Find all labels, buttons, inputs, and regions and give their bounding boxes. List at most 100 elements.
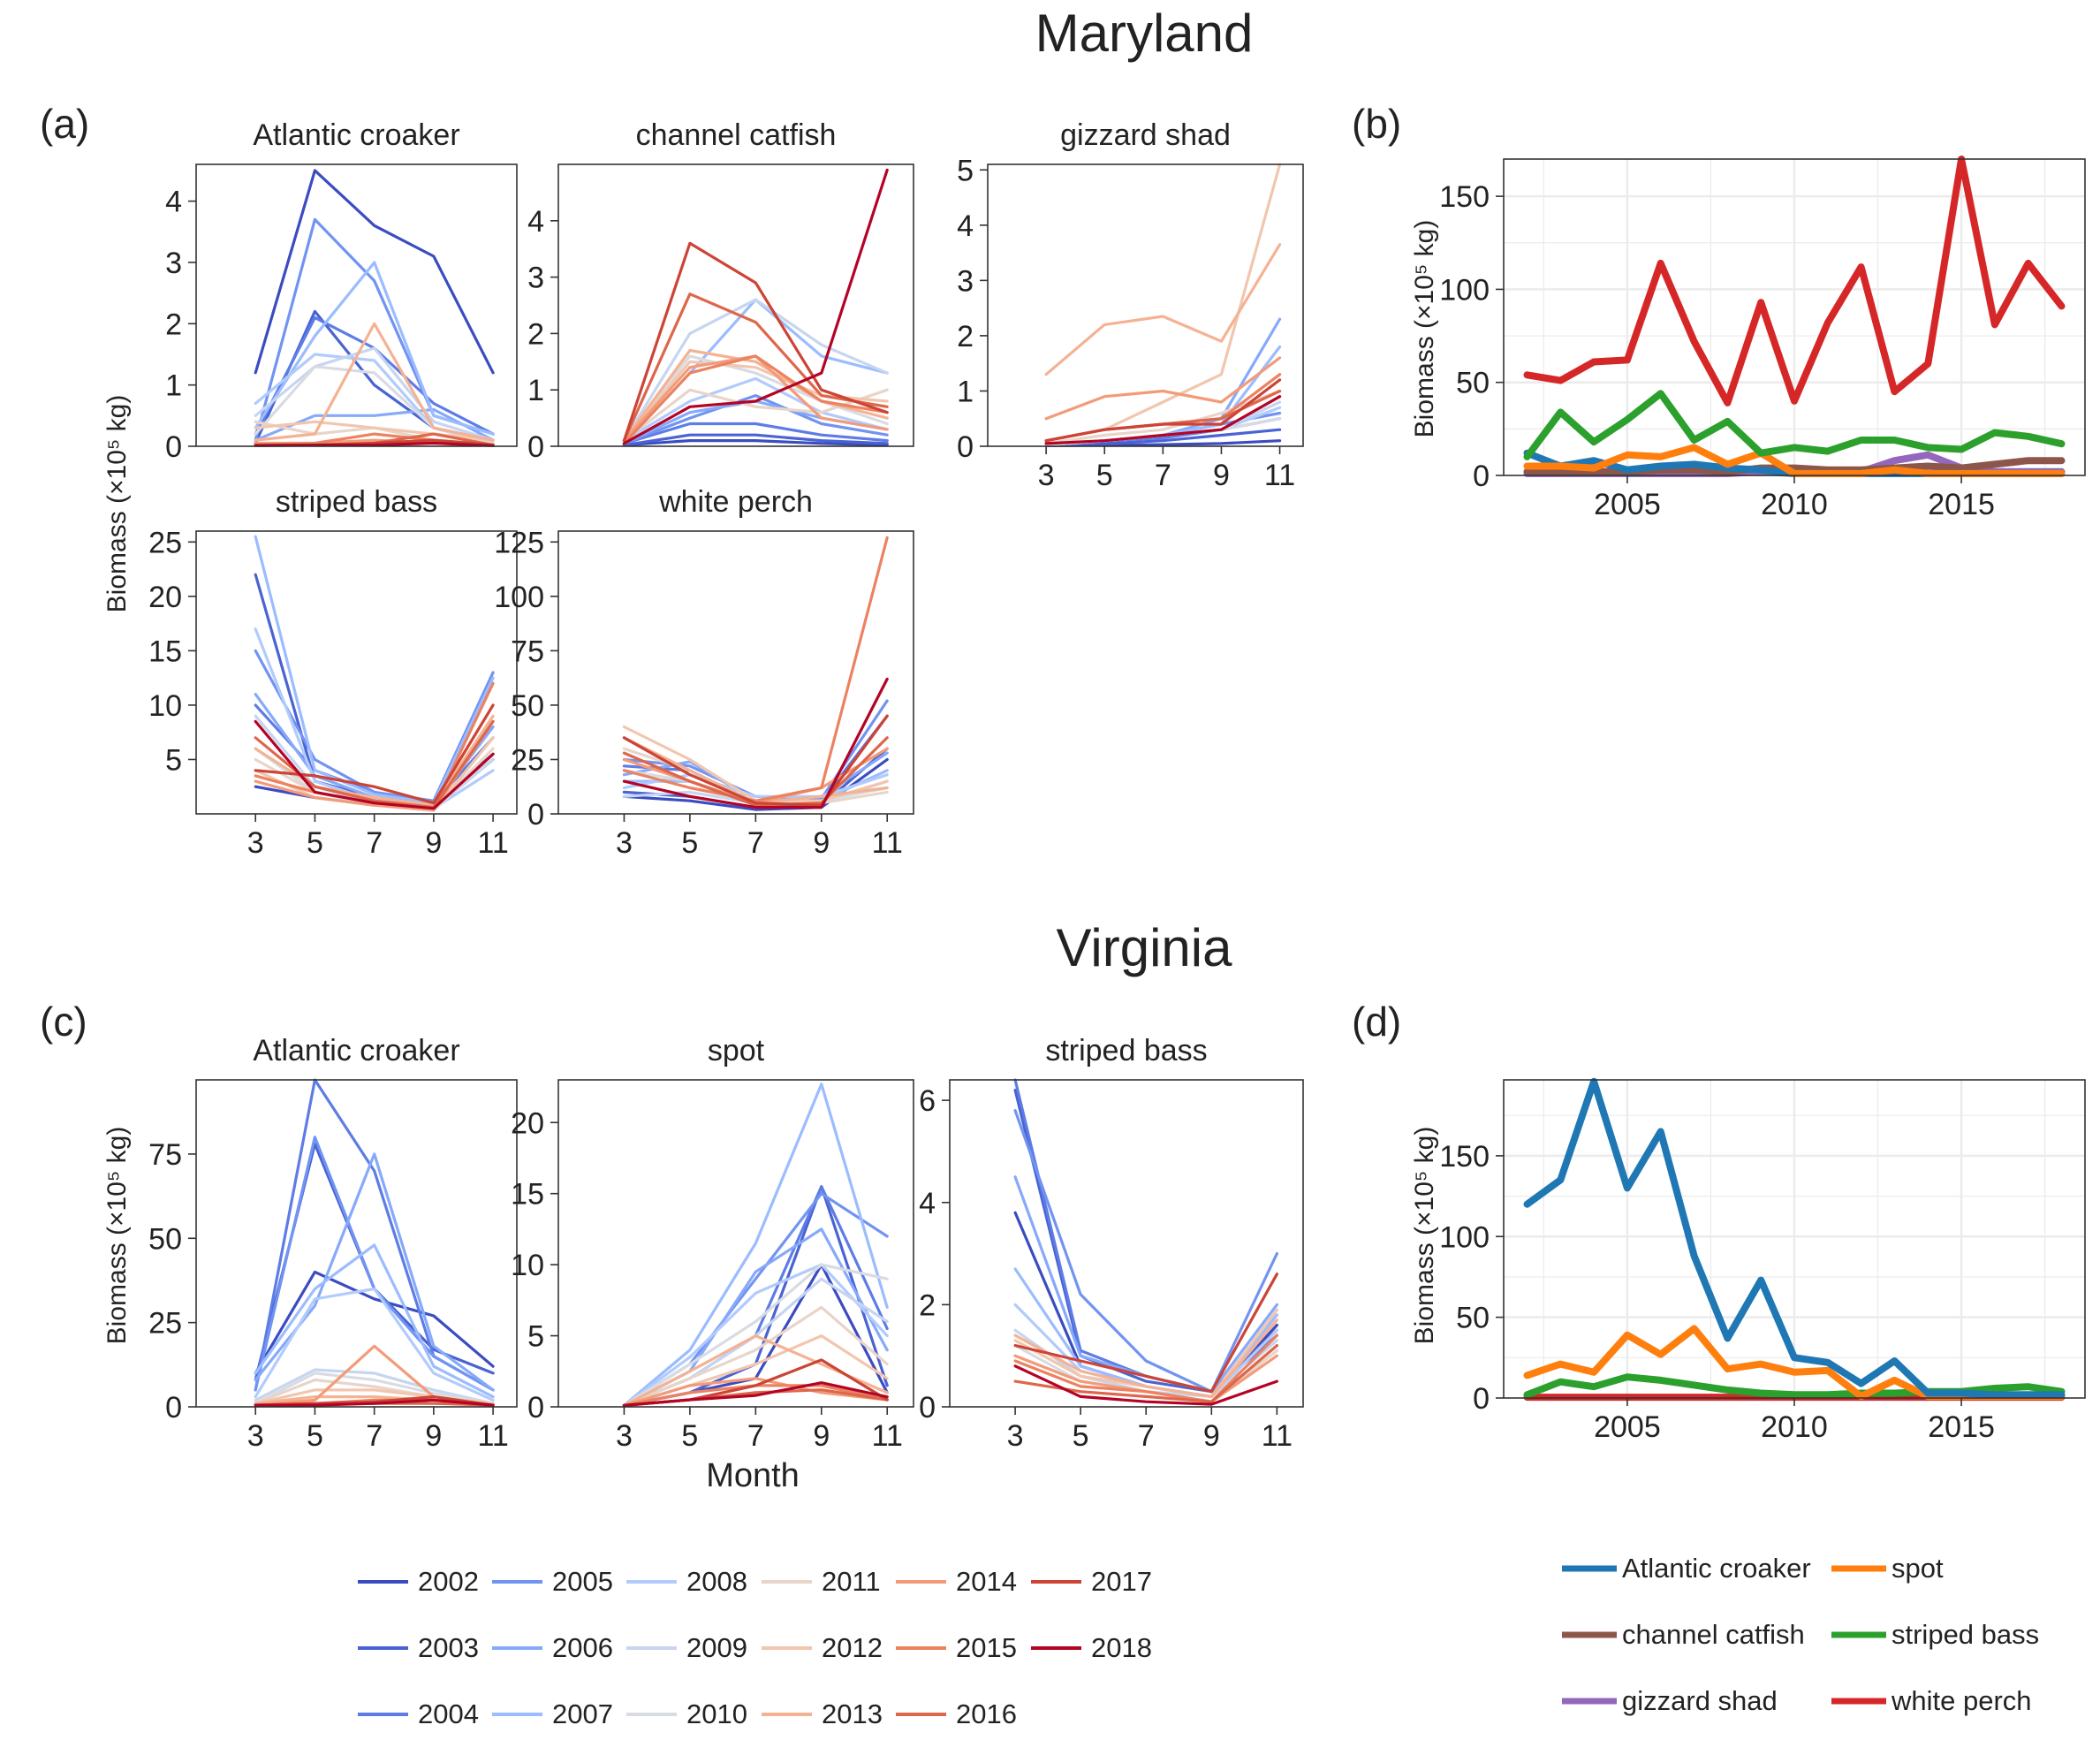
series-line-2007 bbox=[622, 1083, 889, 1408]
legend-item-2017: 2017 bbox=[1031, 1566, 1152, 1597]
facet-title: white perch bbox=[658, 485, 813, 519]
x-tick-label: 2005 bbox=[1594, 488, 1661, 521]
y-tick-label: 0 bbox=[527, 430, 544, 464]
series-line-2015 bbox=[622, 536, 889, 802]
legend-item-2002: 2002 bbox=[358, 1566, 479, 1597]
legend-label: 2008 bbox=[686, 1566, 747, 1597]
series-line-2005 bbox=[254, 649, 495, 802]
x-tick-label: 3 bbox=[247, 826, 264, 860]
panel-md-croaker: Atlantic croaker 0 1 2 3 4 bbox=[165, 118, 518, 464]
panel-va-bass: striped bass 0 2 4 6 3 5 7 9 11 bbox=[919, 1034, 1304, 1453]
series-line-2004 bbox=[622, 422, 889, 445]
panel-border bbox=[949, 1079, 1304, 1408]
legend-item-atlantic-croaker: Atlantic croaker bbox=[1562, 1553, 1811, 1584]
x-tick-label: 11 bbox=[872, 826, 903, 860]
series-line-striped-bass bbox=[1523, 390, 2066, 460]
legend-label: 2017 bbox=[1091, 1566, 1152, 1597]
y-tick-label: 15 bbox=[148, 634, 182, 668]
y-tick-label: 100 bbox=[1439, 1220, 1490, 1254]
legend-label: 2011 bbox=[822, 1566, 881, 1597]
y-tick-label: 0 bbox=[527, 1391, 544, 1425]
series-line-spot bbox=[1523, 444, 2066, 477]
series-line-white-perch bbox=[1523, 156, 2066, 407]
x-tick-label: 11 bbox=[477, 1419, 508, 1453]
legend-item-2005: 2005 bbox=[492, 1566, 613, 1597]
x-tick-label: 11 bbox=[477, 826, 508, 860]
facet-title: striped bass bbox=[1045, 1034, 1207, 1068]
y-tick-label: 50 bbox=[1456, 1302, 1490, 1335]
x-tick-label: 5 bbox=[681, 1419, 698, 1453]
plot-background bbox=[558, 1080, 914, 1407]
series-line-2016 bbox=[622, 736, 889, 807]
x-tick-label: 5 bbox=[1073, 1419, 1089, 1453]
panel-label-b: (b) bbox=[1352, 101, 1401, 147]
facet-title: Atlantic croaker bbox=[253, 118, 459, 152]
y-tick-label: 20 bbox=[148, 581, 182, 614]
y-tick-label: 2 bbox=[165, 308, 182, 341]
x-tick-label: 2015 bbox=[1928, 488, 1995, 521]
y-tick-label: 1 bbox=[957, 375, 974, 408]
series-line-2018 bbox=[254, 441, 495, 447]
series-line-2005 bbox=[1013, 1109, 1279, 1394]
legend-label: 2015 bbox=[956, 1632, 1017, 1663]
x-tick-label: 11 bbox=[1264, 459, 1295, 492]
legend-label: 2003 bbox=[418, 1632, 479, 1663]
y-tick-label: 15 bbox=[511, 1178, 544, 1212]
series-line-2012 bbox=[254, 420, 495, 442]
legend-item-2013: 2013 bbox=[762, 1698, 883, 1729]
y-tick-label: 5 bbox=[527, 1320, 544, 1354]
x-tick-label: 3 bbox=[616, 1419, 633, 1453]
plot-background bbox=[196, 164, 517, 446]
y-tick-label: 6 bbox=[919, 1084, 936, 1118]
y-tick-label: 0 bbox=[957, 430, 974, 464]
legend-item-2015: 2015 bbox=[896, 1632, 1017, 1663]
y-tick-label: 4 bbox=[919, 1187, 936, 1220]
legend-item-2016: 2016 bbox=[896, 1698, 1017, 1729]
legend-item-2004: 2004 bbox=[358, 1698, 479, 1729]
series-line-2013 bbox=[254, 322, 495, 442]
legend-label: 2018 bbox=[1091, 1632, 1152, 1663]
series-line-2018 bbox=[254, 1398, 495, 1407]
series-line-2017 bbox=[622, 714, 889, 807]
y-tick-label: 2 bbox=[527, 317, 544, 351]
series-line-2018 bbox=[1044, 395, 1282, 445]
x-tick-label: 9 bbox=[813, 826, 830, 860]
series-line-2018 bbox=[622, 1381, 889, 1408]
x-tick-label: 9 bbox=[425, 826, 442, 860]
x-tick-label: 7 bbox=[1138, 1419, 1155, 1453]
series-line-2009 bbox=[254, 1368, 495, 1405]
x-tick-label: 9 bbox=[813, 1419, 830, 1453]
y-tick-label: 10 bbox=[511, 1249, 544, 1282]
panel-border bbox=[557, 163, 914, 447]
x-tick-label: 5 bbox=[1096, 459, 1113, 492]
chart-panels: Atlantic croaker 0 1 2 3 4 channel catfish 0 1 2 3… bbox=[148, 118, 2086, 1453]
series-line-2008 bbox=[254, 1287, 495, 1402]
y-tick-label: 0 bbox=[527, 798, 544, 832]
legend-label: 2009 bbox=[686, 1632, 747, 1663]
series-line-2005 bbox=[622, 394, 889, 445]
series-line-2008 bbox=[622, 376, 889, 443]
series-line-atlantic-croaker bbox=[1523, 1077, 2066, 1399]
series-line-2017 bbox=[1013, 1273, 1279, 1394]
series-line-2011 bbox=[622, 1305, 889, 1408]
series-line-2014 bbox=[622, 1377, 889, 1408]
x-tick-label: 7 bbox=[747, 826, 764, 860]
legend-label: 2012 bbox=[822, 1632, 883, 1663]
y-tick-label: 1 bbox=[165, 369, 182, 403]
legend-label: Atlantic croaker bbox=[1622, 1553, 1811, 1584]
legend-label: 2013 bbox=[822, 1698, 883, 1729]
series-line-2018 bbox=[1013, 1364, 1279, 1406]
series-line-2016 bbox=[1013, 1343, 1279, 1403]
series-line-2016 bbox=[622, 293, 889, 443]
x-tick-label: 9 bbox=[1213, 459, 1230, 492]
y-tick-label: 3 bbox=[957, 264, 974, 298]
facet-title: gizzard shad bbox=[1060, 118, 1231, 152]
panel-md-perch: white perch 0 25 50 75 100 125 3 5 7 9 11 bbox=[494, 485, 914, 860]
y-tick-label: 4 bbox=[527, 205, 544, 239]
series-line-2009 bbox=[622, 298, 889, 443]
x-tick-label: 3 bbox=[1007, 1419, 1024, 1453]
series-line-2010 bbox=[254, 1371, 495, 1405]
y-tick-label: 2 bbox=[957, 320, 974, 353]
y-tick-label: 5 bbox=[957, 154, 974, 187]
legend-item-2012: 2012 bbox=[762, 1632, 883, 1663]
